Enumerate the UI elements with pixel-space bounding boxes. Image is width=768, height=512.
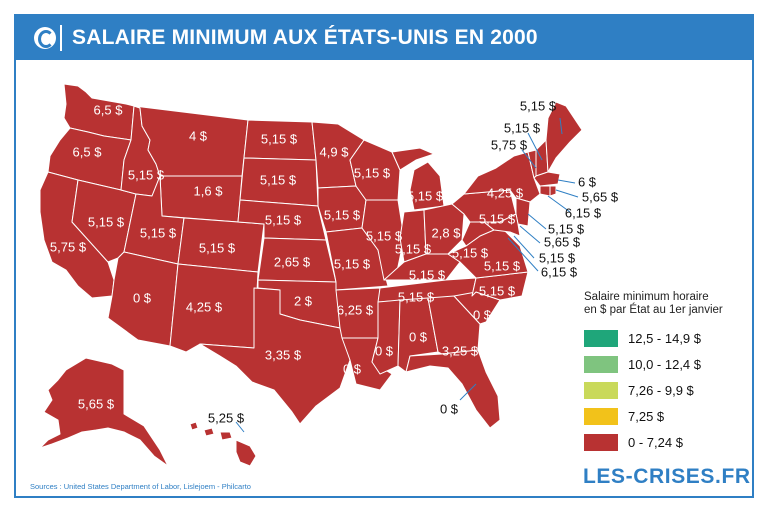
- label-me: 5,15 $: [519, 98, 557, 114]
- label-dc: 6,15 $: [540, 264, 578, 280]
- title-divider: [60, 25, 62, 51]
- label-pa: 5,15 $: [478, 211, 516, 227]
- legend-label: 0 - 7,24 $: [628, 435, 683, 450]
- label-nd: 5,15 $: [260, 131, 298, 147]
- label-sc: 0 $: [472, 307, 492, 323]
- leader-lines: [235, 117, 579, 433]
- legend-title-line1: Salaire minimum horaire: [584, 291, 709, 303]
- legend-title: Salaire minimum horaire en $ par État au…: [584, 291, 744, 317]
- label-de: 5,65 $: [543, 234, 581, 250]
- title-bar: SALAIRE MINIMUM AUX ÉTATS-UNIS EN 2000: [16, 16, 752, 60]
- state-ri: [549, 185, 557, 197]
- label-tn: 5,15 $: [397, 289, 435, 305]
- legend-label: 10,0 - 12,4 $: [628, 357, 701, 372]
- label-ar: 6,25 $: [336, 302, 374, 318]
- label-mo: 5,15 $: [333, 256, 371, 272]
- legend-swatch: [584, 408, 618, 425]
- label-hi: 5,25 $: [207, 410, 245, 426]
- legend-swatch: [584, 382, 618, 399]
- state-co: [177, 217, 265, 273]
- map-title: SALAIRE MINIMUM AUX ÉTATS-UNIS EN 2000: [72, 26, 538, 49]
- legend-label: 7,25 $: [628, 409, 665, 424]
- label-ma: 6 $: [577, 174, 597, 190]
- label-nh: 5,15 $: [503, 120, 541, 136]
- legend-label: 12,5 - 14,9 $: [628, 331, 701, 346]
- label-mt: 4 $: [188, 128, 208, 144]
- label-in: 5,15 $: [394, 241, 432, 257]
- label-mi: 5,15 $: [406, 188, 444, 204]
- state-nj: [515, 197, 531, 227]
- label-la: 0 $: [342, 361, 362, 377]
- label-nj: 5,15 $: [547, 221, 585, 237]
- legend-label: 7,26 - 9,9 $: [628, 383, 694, 398]
- label-ak: 5,65 $: [77, 396, 115, 412]
- sources-text: Sources : United States Department of La…: [30, 482, 251, 491]
- label-mn: 4,9 $: [319, 144, 349, 160]
- legend-title-line2: en $ par État au 1er janvier: [584, 304, 723, 316]
- label-wa: 6,5 $: [93, 102, 123, 118]
- label-ia: 5,15 $: [323, 207, 361, 223]
- label-ri: 5,65 $: [581, 189, 619, 205]
- label-nv: 5,15 $: [87, 214, 125, 230]
- label-co: 5,15 $: [198, 240, 236, 256]
- label-fl: 0 $: [439, 401, 459, 417]
- state-fl: [405, 349, 501, 429]
- state-hi: [189, 421, 257, 467]
- legend: Salaire minimum horaire en $ par État au…: [584, 291, 744, 451]
- label-ut: 5,15 $: [139, 225, 177, 241]
- label-ne: 5,15 $: [264, 212, 302, 228]
- label-ok: 2 $: [293, 293, 313, 309]
- label-vt: 5,75 $: [490, 137, 528, 153]
- state-ct: [539, 185, 551, 197]
- label-ms: 0 $: [374, 343, 394, 359]
- label-ca: 5,75 $: [49, 239, 87, 255]
- label-az: 0 $: [132, 290, 152, 306]
- label-wv: 5,15 $: [451, 245, 489, 261]
- state-md: [483, 213, 521, 237]
- state-ak: [39, 357, 169, 467]
- label-nm: 4,25 $: [185, 299, 223, 315]
- legend-swatch: [584, 330, 618, 347]
- label-wy: 1,6 $: [193, 183, 223, 199]
- label-ny: 4,25 $: [486, 185, 524, 201]
- legend-swatch: [584, 356, 618, 373]
- label-il: 5,15 $: [365, 228, 403, 244]
- label-wi: 5,15 $: [353, 165, 391, 181]
- label-ky: 5,15 $: [408, 267, 446, 283]
- label-tx: 3,35 $: [264, 347, 302, 363]
- label-ct: 6,15 $: [564, 205, 602, 221]
- label-ga: 3,25 $: [441, 343, 479, 359]
- legend-swatch: [584, 434, 618, 451]
- label-va: 5,15 $: [483, 258, 521, 274]
- label-al: 0 $: [408, 329, 428, 345]
- brand-logo[interactable]: LES-CRISES.FR: [583, 465, 751, 488]
- label-nc: 5,15 $: [478, 283, 516, 299]
- state-tx: [199, 287, 351, 425]
- label-md: 5,15 $: [538, 250, 576, 266]
- state-me: [545, 101, 583, 173]
- label-id: 5,15 $: [127, 167, 165, 183]
- label-ks: 2,65 $: [273, 254, 311, 270]
- label-or: 6,5 $: [72, 144, 102, 160]
- label-oh: 2,8 $: [431, 225, 461, 241]
- les-crises-logo-icon: [34, 27, 56, 49]
- label-sd: 5,15 $: [259, 172, 297, 188]
